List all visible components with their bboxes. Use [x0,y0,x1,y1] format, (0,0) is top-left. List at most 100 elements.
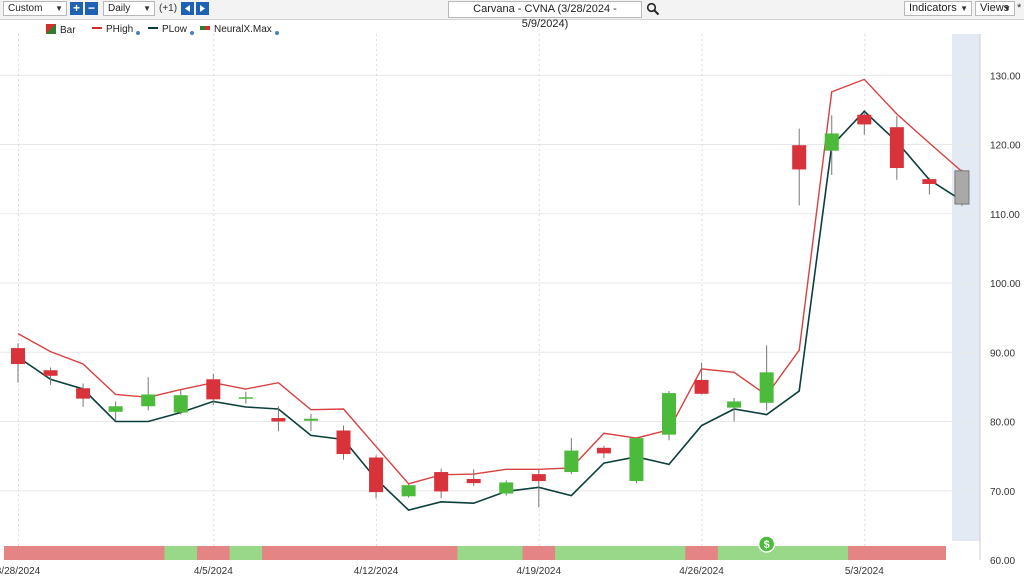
signal-band-segment [131,546,165,560]
candle-body[interactable] [922,179,937,184]
x-tick-label: 3/28/2024 [0,566,41,577]
legend-plow[interactable]: PLow [148,24,195,36]
candle-body[interactable] [271,418,286,422]
chevron-down-icon: ▼ [960,4,968,13]
interval-select[interactable]: Daily ▼ [103,1,155,16]
signal-band-segment [229,546,263,560]
candle-body[interactable] [303,418,318,421]
candle-body[interactable] [11,348,25,365]
candle-body[interactable] [531,474,546,482]
views-menu[interactable]: Views ▼ [975,1,1015,16]
search-icon[interactable] [646,2,660,16]
legend-label: PLow [162,24,188,35]
candle-body[interactable] [596,447,611,454]
views-menu-label: Views [980,2,1010,14]
candle-body[interactable] [434,472,449,492]
signal-band-segment [913,546,946,560]
y-tick-label: 120.00 [990,141,1021,152]
chevron-left-icon [185,5,190,12]
signal-band-segment [99,546,133,560]
zoom-in-button[interactable]: + [70,2,83,15]
candle-body[interactable] [76,388,91,399]
signal-band-segment [489,546,523,560]
candle-body[interactable] [369,457,384,493]
zoom-out-button[interactable]: − [85,2,98,15]
signal-band-segment [620,546,654,560]
signal-band-segment [424,546,458,560]
x-tick-label: 4/19/2024 [517,566,562,577]
candle-body[interactable] [694,379,709,394]
dollar-icon-glyph: $ [764,539,770,551]
candle-body[interactable] [173,395,188,413]
candle-body[interactable] [727,401,742,408]
signal-band-segment [555,546,588,560]
step-forward-button[interactable] [196,2,209,15]
y-tick-label: 90.00 [990,348,1015,359]
neuralx-swatch [200,26,210,30]
legend-label: NeuralX.Max [214,24,272,35]
candle-body[interactable] [792,145,807,170]
candle-body[interactable] [564,450,579,473]
candle-body[interactable] [336,430,351,455]
signal-band-segment [34,546,68,560]
indicators-menu[interactable]: Indicators ▼ [904,1,972,16]
legend-phigh[interactable]: PHigh [92,24,141,36]
bar-swatch [46,24,56,34]
signal-band-segment [717,546,751,560]
candle-body[interactable] [629,438,644,482]
candle-body[interactable] [141,394,156,407]
y-tick-label: 80.00 [990,418,1015,429]
chevron-down-icon: ▼ [143,4,151,13]
signal-band-segment [880,546,914,560]
signal-band-segment [66,546,100,560]
signal-band-segment [848,546,881,560]
legend-label: PHigh [106,24,134,35]
candle-body[interactable] [889,127,904,169]
symbol-title[interactable]: Carvana - CVNA (3/28/2024 - 5/9/2024) [448,1,642,30]
candle-body[interactable] [238,397,253,399]
settings-dot-icon[interactable] [190,31,195,35]
signal-band-segment [4,546,35,560]
signal-band-segment [392,546,426,560]
settings-dot-icon[interactable] [274,31,279,35]
indicators-menu-label: Indicators [909,2,957,14]
price-chart[interactable]: $130.00 120.00 110.00 100.00 90.00 80.00 70.00… [0,34,1024,581]
candle-body[interactable] [43,370,58,376]
signal-band-segment [164,546,198,560]
views-star[interactable]: * [1017,2,1022,14]
settings-dot-icon[interactable] [136,31,141,35]
x-tick-label: 4/5/2024 [194,566,233,577]
phigh-swatch [92,27,102,29]
signal-band-segment [652,546,686,560]
signal-band-segment [522,546,556,560]
candle-body[interactable] [466,478,481,484]
candle-body[interactable] [401,485,416,497]
candle-body[interactable] [206,379,221,400]
signal-band-segment [815,546,849,560]
candle-body[interactable] [108,406,123,412]
candle-body[interactable] [824,133,839,151]
signal-band-segment [262,546,295,560]
legend-label: Bar [60,25,76,36]
period-select[interactable]: Custom ▼ [3,1,67,16]
candle-body[interactable] [857,114,872,125]
legend-neuralx[interactable]: NeuralX.Max [200,24,279,36]
toolbar: Custom ▼ + − Daily ▼ (+1) Carvana - CVNA… [0,0,1024,30]
candle-body[interactable] [954,170,970,205]
interval-select-value: Daily [108,3,131,14]
dollar-icon[interactable] [757,535,776,553]
step-back-button[interactable] [181,2,194,15]
y-tick-label: 70.00 [990,487,1015,498]
legend-bar[interactable]: Bar [46,24,76,36]
candle-body[interactable] [662,393,676,435]
offset-label[interactable]: (+1) [159,3,178,14]
x-tick-label: 5/3/2024 [845,566,884,577]
signal-band-segment [457,546,491,560]
x-tick-label: 4/26/2024 [679,566,724,577]
y-tick-label: 100.00 [990,279,1021,290]
forecast-shade [951,34,980,541]
signal-band-segment [750,546,784,560]
candle-body[interactable] [759,372,774,403]
candle-body[interactable] [499,482,514,494]
chevron-down-icon: ▼ [1003,4,1011,13]
